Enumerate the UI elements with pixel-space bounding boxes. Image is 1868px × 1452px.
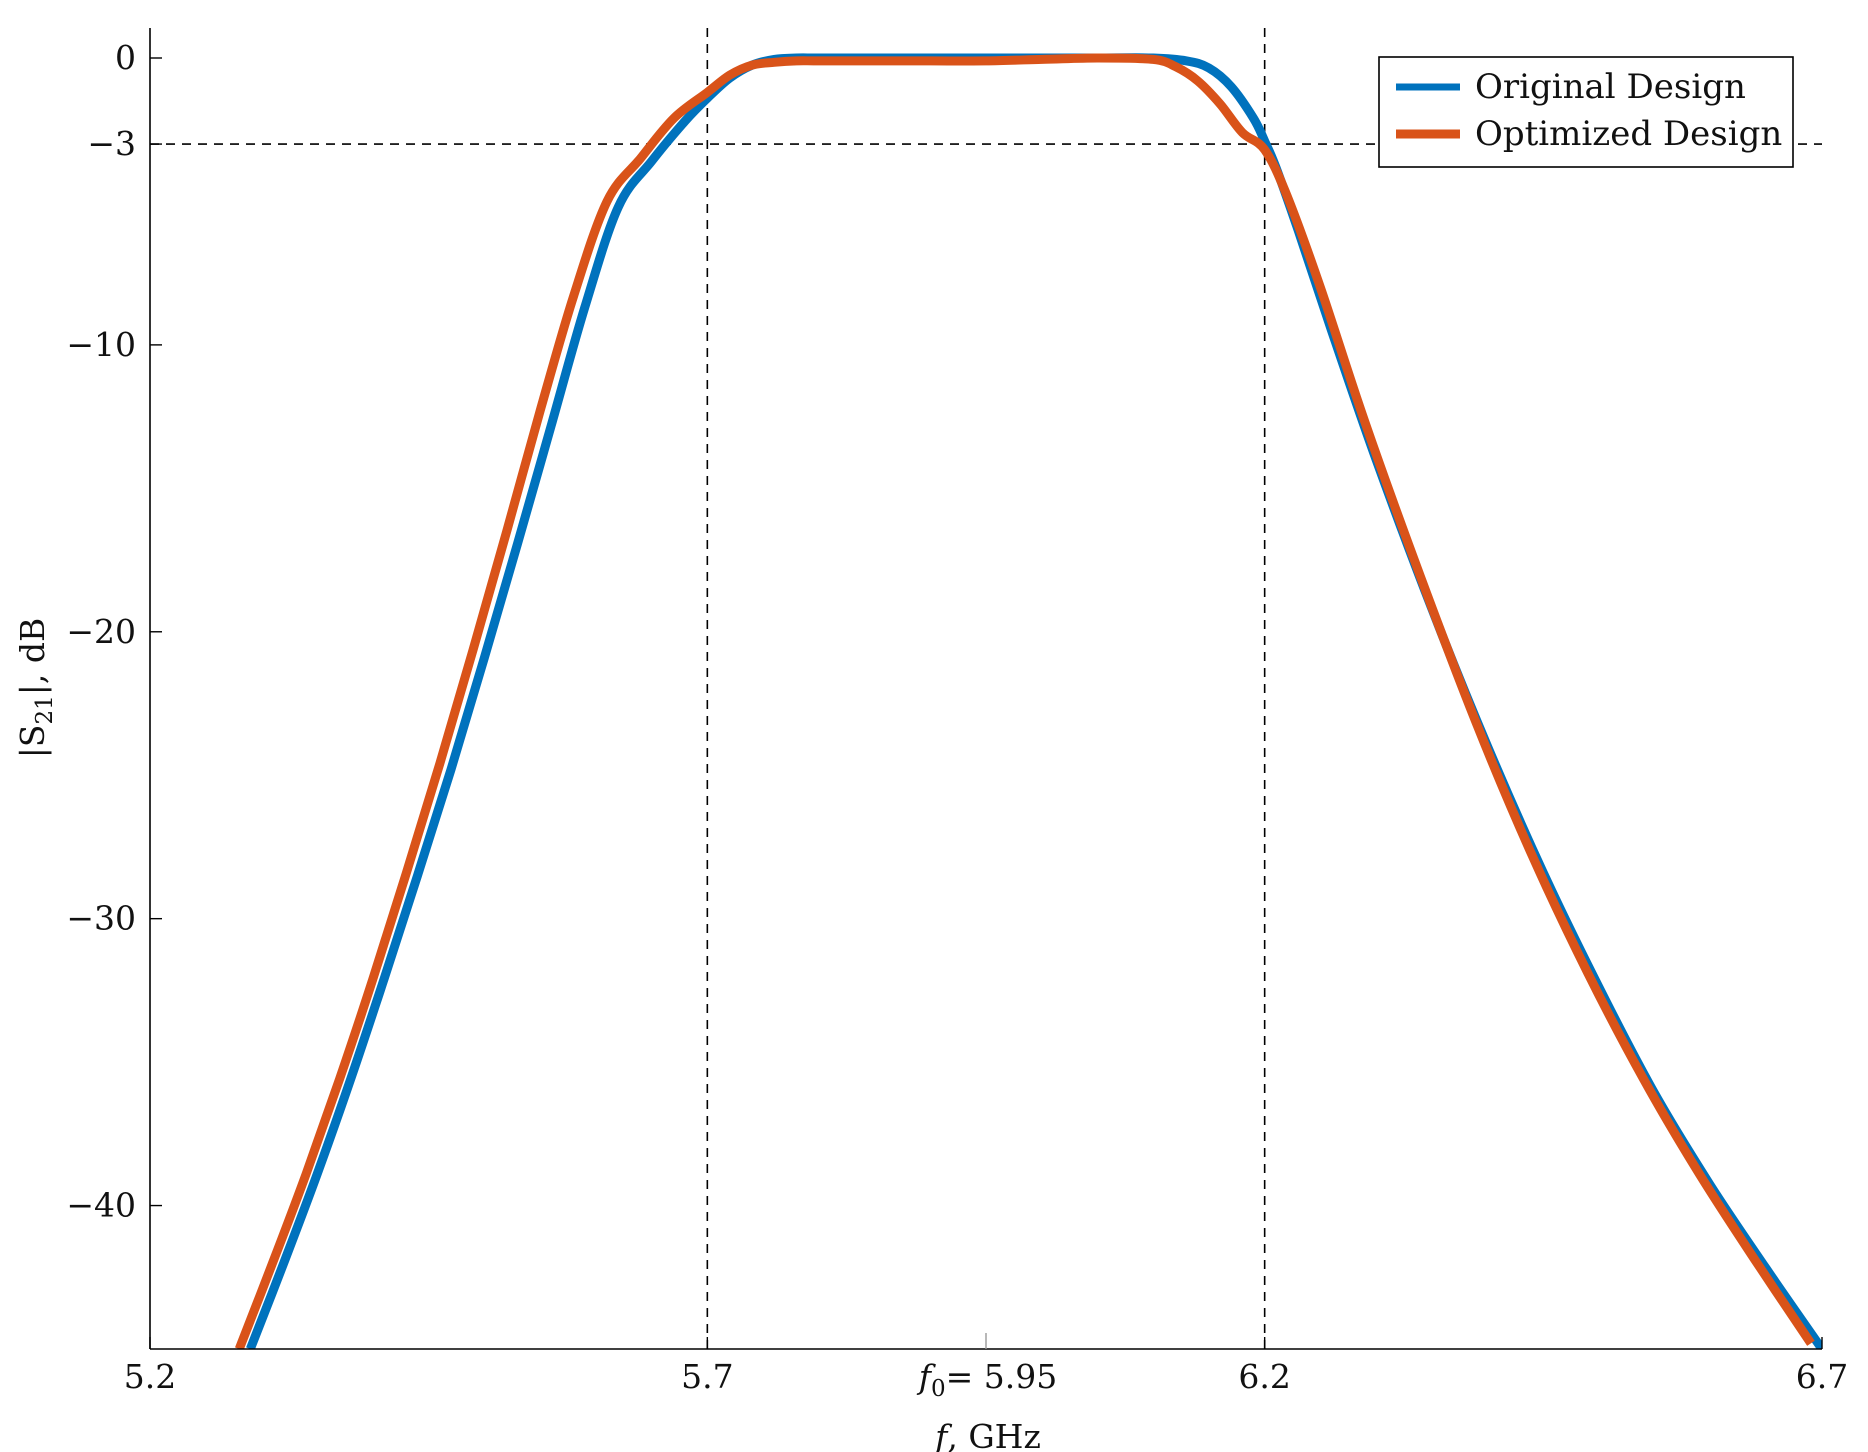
reference-lines xyxy=(150,28,1822,1349)
x-tick-label: 5.7 xyxy=(681,1357,733,1396)
x-tick-label: 6.7 xyxy=(1796,1357,1848,1396)
x-tick-label: 5.2 xyxy=(124,1357,176,1396)
series-line-optimized-design xyxy=(234,53,1815,1349)
x-tick-label: 6.2 xyxy=(1238,1357,1290,1396)
center-frequency-tick-label: f0= 5.95 xyxy=(916,1357,1057,1402)
series-line-original-design xyxy=(246,53,1822,1349)
y-ticks: 0 −3 −10 −20 −30 −40 xyxy=(66,38,162,1225)
y-tick-label: −20 xyxy=(66,612,136,651)
y-axis-label: |S21|, dB xyxy=(13,618,58,759)
x-axis-label: f, GHz xyxy=(932,1417,1041,1452)
axes xyxy=(149,28,1822,1350)
y-tick-label: 0 xyxy=(115,38,136,77)
y-tick-label: −40 xyxy=(66,1186,136,1225)
legend-box xyxy=(1378,56,1794,168)
legend-label-original-design: Original Design xyxy=(1475,67,1746,107)
x-ticks: 5.2 5.7 6.2 6.7 xyxy=(124,1333,1848,1396)
y-tick-label: −30 xyxy=(66,899,136,938)
y-tick-label: −3 xyxy=(87,124,136,163)
series-layer xyxy=(234,53,1822,1349)
legend: Original Design Optimized Design xyxy=(1378,56,1794,168)
legend-label-optimized-design: Optimized Design xyxy=(1475,114,1782,154)
y-tick-label: −10 xyxy=(66,325,136,364)
